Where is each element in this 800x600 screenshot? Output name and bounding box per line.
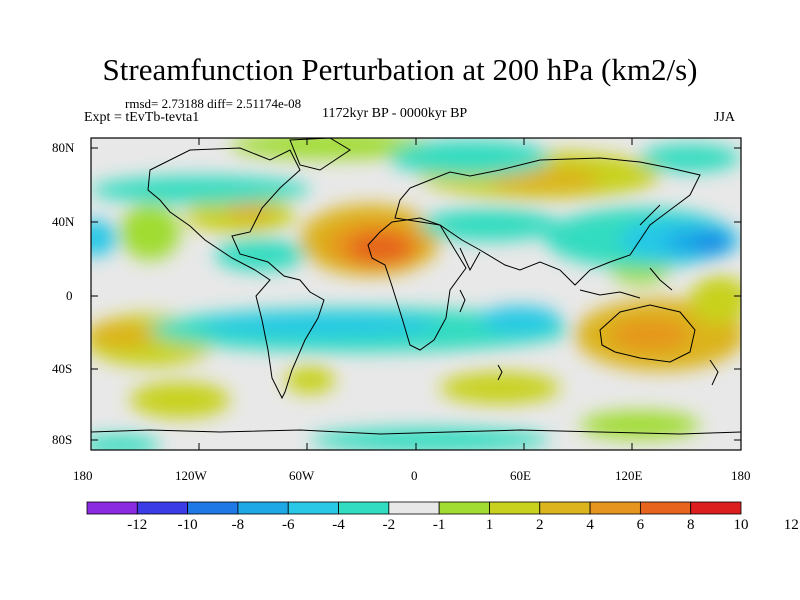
axis-ticks <box>91 138 741 450</box>
colorbar-swatch <box>539 501 591 515</box>
colorbar-swatch <box>287 501 339 515</box>
map-title: Streamfunction Perturbation at 200 hPa (… <box>102 52 698 87</box>
lon-tick-label: 120E <box>615 468 643 483</box>
colorbar-label: -10 <box>177 517 198 533</box>
lon-tick-label: 120W <box>175 468 207 483</box>
period-label: 1172kyr BP - 0000kyr BP <box>322 106 468 121</box>
colorbar-label: 12 <box>783 517 799 533</box>
lat-tick-label: 80S <box>52 432 73 447</box>
experiment-label: Expt = tEvTb-tevta1 <box>84 110 200 125</box>
colorbar-label: 1 <box>485 517 494 533</box>
lat-tick-label: 80N <box>52 140 75 155</box>
colorbar-swatch <box>690 501 742 515</box>
season-label: JJA <box>714 110 736 125</box>
colorbar-swatch <box>639 501 692 515</box>
colorbar-label: -6 <box>281 517 295 533</box>
lon-tick-label: 0 <box>411 468 418 483</box>
colorbar-swatch <box>438 501 490 515</box>
colorbar-label: 10 <box>733 517 749 533</box>
colorbar-swatch <box>388 501 440 515</box>
colorbar-label: -1 <box>432 517 446 533</box>
colorbar-swatch <box>187 501 239 515</box>
colorbar-swatch <box>589 501 641 515</box>
coastlines <box>91 138 741 435</box>
lon-tick-label: 60W <box>289 468 315 483</box>
colorbar-label: -2 <box>382 517 396 533</box>
colorbar-label: -8 <box>231 517 245 533</box>
colorbar-label: 8 <box>686 517 695 533</box>
colorbar-swatch <box>237 501 289 515</box>
colorbar-swatch <box>489 501 541 515</box>
colorbar-label: 4 <box>586 517 594 533</box>
lon-tick-label: 180 <box>73 468 93 483</box>
contour-field <box>91 138 741 450</box>
colorbar-label: 6 <box>636 517 645 533</box>
colorbar-label: 2 <box>536 517 544 533</box>
colorbar-swatch <box>136 501 189 515</box>
lon-tick-label: 60E <box>510 468 531 483</box>
lat-tick-label: 40N <box>52 214 75 229</box>
colorbar-swatch <box>86 501 138 515</box>
colorbar-label: -4 <box>332 517 345 533</box>
lon-tick-label: 180 <box>731 468 751 483</box>
colorbar-label: -12 <box>127 517 148 533</box>
lat-tick-label: 40S <box>52 361 73 376</box>
lat-tick-label: 0 <box>66 288 73 303</box>
stats-text: rmsd= 2.73188 diff= 2.51174e-08 <box>125 96 302 111</box>
colorbar-swatch <box>338 501 390 515</box>
colorbar <box>86 501 742 515</box>
